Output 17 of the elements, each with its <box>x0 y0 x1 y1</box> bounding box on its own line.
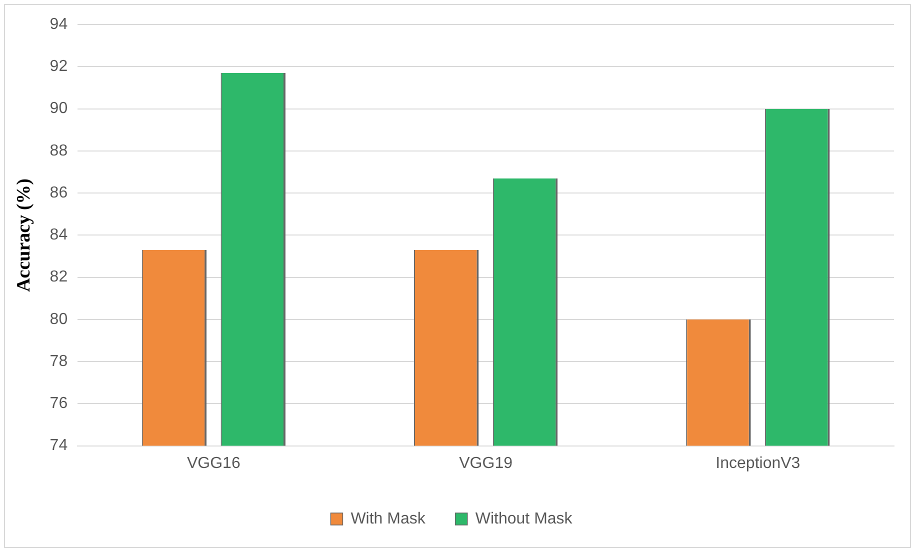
y-tick-label: 84 <box>50 226 68 244</box>
y-tick-label: 94 <box>50 16 68 34</box>
y-tick-label: 92 <box>50 58 68 76</box>
legend-label: Without Mask <box>475 510 574 528</box>
y-tick-label: 86 <box>50 184 68 202</box>
y-tick-label: 82 <box>50 268 68 286</box>
x-tick-label: VGG19 <box>459 454 513 472</box>
y-tick-label: 88 <box>50 142 68 160</box>
y-tick-label: 78 <box>50 352 68 370</box>
legend-label: With Mask <box>350 510 426 528</box>
x-tick-label: InceptionV3 <box>716 454 800 472</box>
y-axis-title: Accuracy (%) <box>13 178 34 292</box>
y-tick-label: 76 <box>50 395 68 412</box>
y-tick-label: 90 <box>50 100 68 118</box>
x-tick-label: VGG16 <box>186 454 240 472</box>
y-tick-label: 80 <box>50 310 68 328</box>
y-tick-label: 74 <box>50 437 68 454</box>
